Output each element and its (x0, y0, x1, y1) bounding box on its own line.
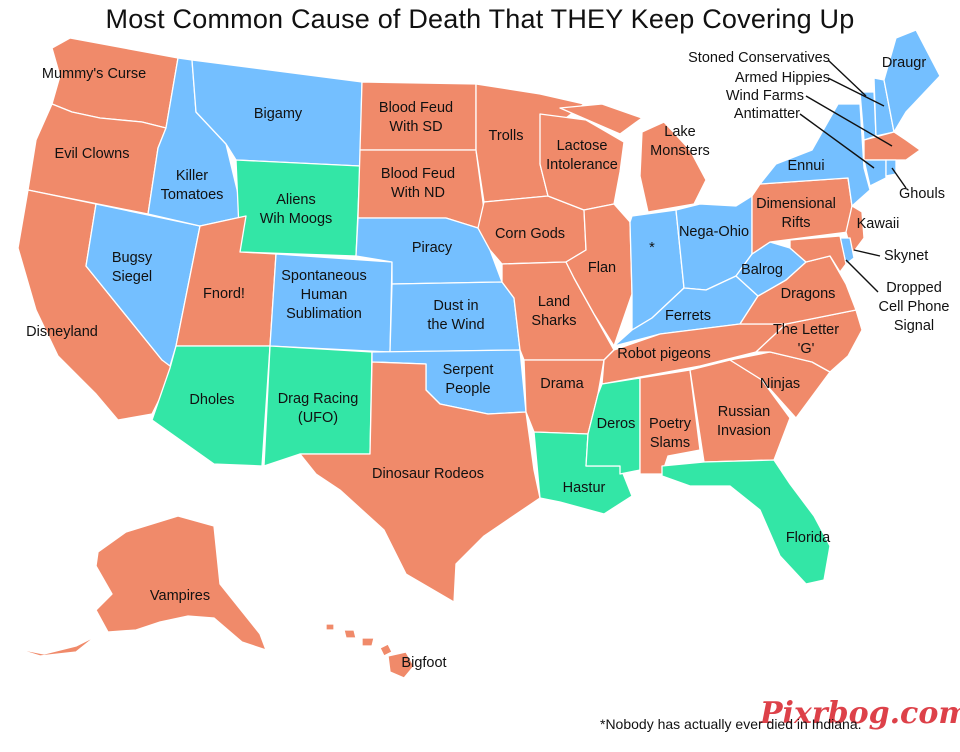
label-ks: Dust in the Wind (427, 298, 484, 333)
label-oh: Nega-Ohio (679, 224, 749, 240)
label-pa: Dimensional Rifts (756, 196, 836, 231)
label-wi: Lactose Intolerance (546, 138, 618, 173)
label-nm: Drag Racing (UFO) (278, 391, 359, 426)
label-il: Flan (588, 260, 616, 276)
label-sd: Blood Feud With ND (381, 166, 455, 201)
label-me: Draugr (882, 55, 926, 71)
label-va: Dragons (781, 286, 836, 302)
label-nv: Bugsy Siegel (112, 250, 153, 285)
state-rhode-island (885, 159, 897, 177)
state-florida (661, 459, 831, 585)
state-north-dakota (359, 81, 477, 151)
label-nj: Kawaii (857, 216, 900, 232)
label-mi: Lake Monsters (650, 124, 710, 159)
label-az: Dholes (189, 392, 234, 408)
state-alaska-aleutians (13, 635, 97, 657)
label-id: Killer Tomatoes (161, 168, 224, 203)
watermark: Pixrbog.com (760, 696, 960, 731)
label-wa: Mummy's Curse (42, 66, 146, 82)
label-or: Evil Clowns (55, 146, 130, 162)
footnote: *Nobody has actually ever died in Indian… (600, 716, 862, 732)
label-hi: Bigfoot (401, 655, 446, 671)
label-de: Skynet (884, 248, 928, 264)
label-vt: Stoned Conservatives (688, 50, 830, 66)
state-maine (883, 29, 941, 133)
label-la: Hastur (563, 480, 606, 496)
region-labels: Mummy's Curse Evil Clowns Disneyland Bug… (26, 50, 949, 671)
label-ar: Drama (540, 376, 584, 392)
label-ct: Antimatter (734, 106, 800, 122)
map-title: Most Common Cause of Death That THEY Kee… (105, 4, 855, 34)
label-mt: Bigamy (254, 106, 303, 122)
label-nd: Blood Feud With SD (379, 100, 453, 135)
state-new-york (759, 103, 871, 207)
state-connecticut (863, 159, 887, 187)
label-nh: Armed Hippies (735, 70, 830, 86)
label-ne: Piracy (412, 240, 453, 256)
label-ny: Ennui (787, 158, 824, 174)
state-illinois (565, 203, 633, 347)
label-mo: Land Sharks (531, 294, 576, 329)
label-ca: Disneyland (26, 324, 98, 340)
label-ga: Russian Invasion (717, 404, 771, 439)
state-maryland (789, 235, 847, 273)
label-fl: Florida (786, 530, 831, 546)
label-ma: Wind Farms (726, 88, 804, 104)
label-ak: Vampires (150, 588, 210, 604)
state-wyoming (235, 159, 361, 257)
label-md: Dropped Cell Phone Signal (879, 280, 950, 334)
label-ky: Ferrets (665, 308, 711, 324)
label-nc: The Letter 'G' (773, 322, 839, 357)
label-wy: Aliens Wih Moogs (260, 192, 333, 227)
state-hawaii (325, 623, 415, 679)
state-alaska (95, 515, 267, 651)
state-texas (299, 361, 541, 603)
label-ri: Ghouls (899, 186, 945, 202)
label-in: * (649, 240, 655, 256)
label-ms: Deros (597, 416, 636, 432)
label-sc: Ninjas (760, 376, 800, 392)
label-tn: Robot pigeons (617, 346, 711, 362)
label-wv: Balrog (741, 262, 783, 278)
label-al: Poetry Slams (649, 416, 692, 451)
label-co: Spontaneous Human Sublimation (281, 268, 366, 322)
state-michigan (559, 103, 707, 213)
label-ia: Corn Gods (495, 226, 565, 242)
label-tx: Dinosaur Rodeos (372, 466, 484, 482)
leader-lines (799, 59, 907, 293)
label-mn: Trolls (489, 128, 524, 144)
label-ok: Serpent People (443, 362, 494, 397)
label-ut: Fnord! (203, 286, 245, 302)
